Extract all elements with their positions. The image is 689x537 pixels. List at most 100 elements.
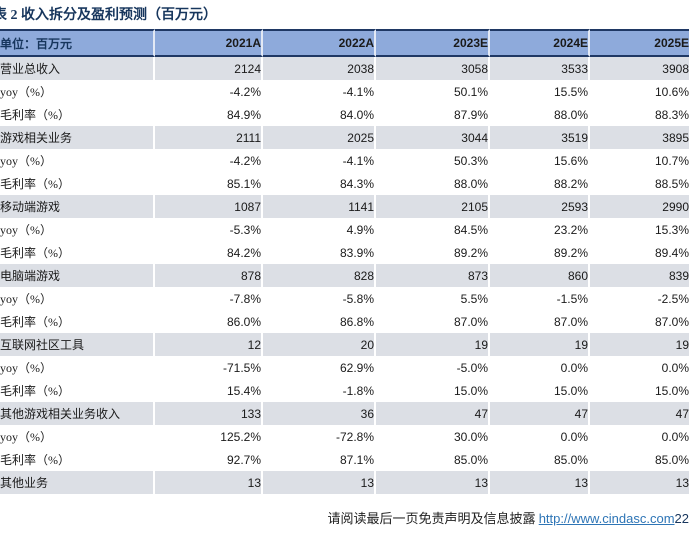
- value-cell: 878: [155, 264, 263, 287]
- value-cell: 15.5%: [490, 80, 590, 103]
- value-cell: 84.0%: [263, 103, 376, 126]
- value-cell: -2.5%: [590, 287, 689, 310]
- table-row: 毛利率（%） 86.0% 86.8% 87.0% 87.0% 87.0%: [0, 310, 689, 333]
- row-label: 移动端游戏: [0, 195, 155, 218]
- value-cell: 19: [490, 333, 590, 356]
- value-cell: 2593: [490, 195, 590, 218]
- value-cell: 87.0%: [590, 310, 689, 333]
- value-cell: 3058: [376, 57, 490, 80]
- header-row: 单位：百万元 2021A 2022A 2023E 2024E 2025E: [0, 29, 689, 57]
- row-label: yoy（%）: [0, 149, 155, 172]
- section-row: 营业总收入 2124 2038 3058 3533 3908: [0, 57, 689, 80]
- section-row: 游戏相关业务 2111 2025 3044 3519 3895: [0, 126, 689, 149]
- value-cell: -4.1%: [263, 149, 376, 172]
- value-cell: 873: [376, 264, 490, 287]
- table-row: yoy（%） -7.8% -5.8% 5.5% -1.5% -2.5%: [0, 287, 689, 310]
- value-cell: 13: [155, 471, 263, 494]
- table-row: yoy（%） -4.2% -4.1% 50.1% 15.5% 10.6%: [0, 80, 689, 103]
- row-label: 电脑端游戏: [0, 264, 155, 287]
- table-row: 毛利率（%） 92.7% 87.1% 85.0% 85.0% 85.0%: [0, 448, 689, 471]
- table-row: 毛利率（%） 84.2% 83.9% 89.2% 89.2% 89.4%: [0, 241, 689, 264]
- value-cell: 4.9%: [263, 218, 376, 241]
- value-cell: 13: [490, 471, 590, 494]
- section-row: 移动端游戏 1087 1141 2105 2593 2990: [0, 195, 689, 218]
- value-cell: 88.0%: [376, 172, 490, 195]
- value-cell: 3533: [490, 57, 590, 80]
- value-cell: 88.3%: [590, 103, 689, 126]
- year-column-header: 2024E: [490, 29, 590, 57]
- value-cell: 5.5%: [376, 287, 490, 310]
- value-cell: -4.2%: [155, 149, 263, 172]
- value-cell: -5.0%: [376, 356, 490, 379]
- value-cell: 50.1%: [376, 80, 490, 103]
- value-cell: 20: [263, 333, 376, 356]
- value-cell: 62.9%: [263, 356, 376, 379]
- year-column-header: 2022A: [263, 29, 376, 57]
- value-cell: 15.0%: [376, 379, 490, 402]
- value-cell: 89.2%: [490, 241, 590, 264]
- value-cell: 3044: [376, 126, 490, 149]
- table-title: 表 2 收入拆分及盈利预测（百万元）: [0, 8, 217, 23]
- value-cell: 47: [590, 402, 689, 425]
- value-cell: 133: [155, 402, 263, 425]
- value-cell: 87.1%: [263, 448, 376, 471]
- value-cell: 2038: [263, 57, 376, 80]
- cindasc-link[interactable]: http://www.cindasc.com: [538, 511, 675, 526]
- value-cell: 828: [263, 264, 376, 287]
- value-cell: 10.7%: [590, 149, 689, 172]
- value-cell: 0.0%: [590, 356, 689, 379]
- value-cell: 47: [490, 402, 590, 425]
- value-cell: 860: [490, 264, 590, 287]
- value-cell: 3519: [490, 126, 590, 149]
- page-footer: 请阅读最后一页免责声明及信息披露 http://www.cindasc.com2…: [327, 508, 689, 527]
- value-cell: 2105: [376, 195, 490, 218]
- year-column-header: 2021A: [155, 29, 263, 57]
- value-cell: 83.9%: [263, 241, 376, 264]
- unit-header: 单位：百万元: [0, 29, 155, 57]
- value-cell: 3908: [590, 57, 689, 80]
- value-cell: 88.0%: [490, 103, 590, 126]
- value-cell: 86.0%: [155, 310, 263, 333]
- value-cell: 85.1%: [155, 172, 263, 195]
- value-cell: 15.3%: [590, 218, 689, 241]
- disclaimer-text: 请阅读最后一页免责声明及信息披露: [327, 511, 539, 526]
- value-cell: 2111: [155, 126, 263, 149]
- value-cell: -4.2%: [155, 80, 263, 103]
- value-cell: -4.1%: [263, 80, 376, 103]
- row-label: 毛利率（%）: [0, 379, 155, 402]
- section-row: 互联网社区工具 12 20 19 19 19: [0, 333, 689, 356]
- value-cell: 47: [376, 402, 490, 425]
- value-cell: 85.0%: [590, 448, 689, 471]
- value-cell: 84.3%: [263, 172, 376, 195]
- row-label: 毛利率（%）: [0, 172, 155, 195]
- value-cell: 10.6%: [590, 80, 689, 103]
- year-column-header: 2025E: [590, 29, 689, 57]
- value-cell: 87.0%: [376, 310, 490, 333]
- value-cell: 88.5%: [590, 172, 689, 195]
- value-cell: -1.8%: [263, 379, 376, 402]
- value-cell: 84.2%: [155, 241, 263, 264]
- value-cell: 0.0%: [490, 425, 590, 448]
- row-label: 其他业务: [0, 471, 155, 494]
- value-cell: 0.0%: [590, 425, 689, 448]
- value-cell: 87.0%: [490, 310, 590, 333]
- value-cell: 13: [263, 471, 376, 494]
- value-cell: -72.8%: [263, 425, 376, 448]
- row-label: 游戏相关业务: [0, 126, 155, 149]
- value-cell: 19: [376, 333, 490, 356]
- row-label: yoy（%）: [0, 356, 155, 379]
- value-cell: 15.4%: [155, 379, 263, 402]
- value-cell: 92.7%: [155, 448, 263, 471]
- row-label: 毛利率（%）: [0, 103, 155, 126]
- value-cell: 89.4%: [590, 241, 689, 264]
- value-cell: 3895: [590, 126, 689, 149]
- value-cell: 36: [263, 402, 376, 425]
- value-cell: -5.8%: [263, 287, 376, 310]
- value-cell: -7.8%: [155, 287, 263, 310]
- table-row: yoy（%） -4.2% -4.1% 50.3% 15.6% 10.7%: [0, 149, 689, 172]
- row-label: yoy（%）: [0, 287, 155, 310]
- value-cell: 85.0%: [490, 448, 590, 471]
- forecast-table: 单位：百万元 2021A 2022A 2023E 2024E 2025E 营业总收入 21…: [0, 29, 689, 494]
- table-row: 毛利率（%） 84.9% 84.0% 87.9% 88.0% 88.3%: [0, 103, 689, 126]
